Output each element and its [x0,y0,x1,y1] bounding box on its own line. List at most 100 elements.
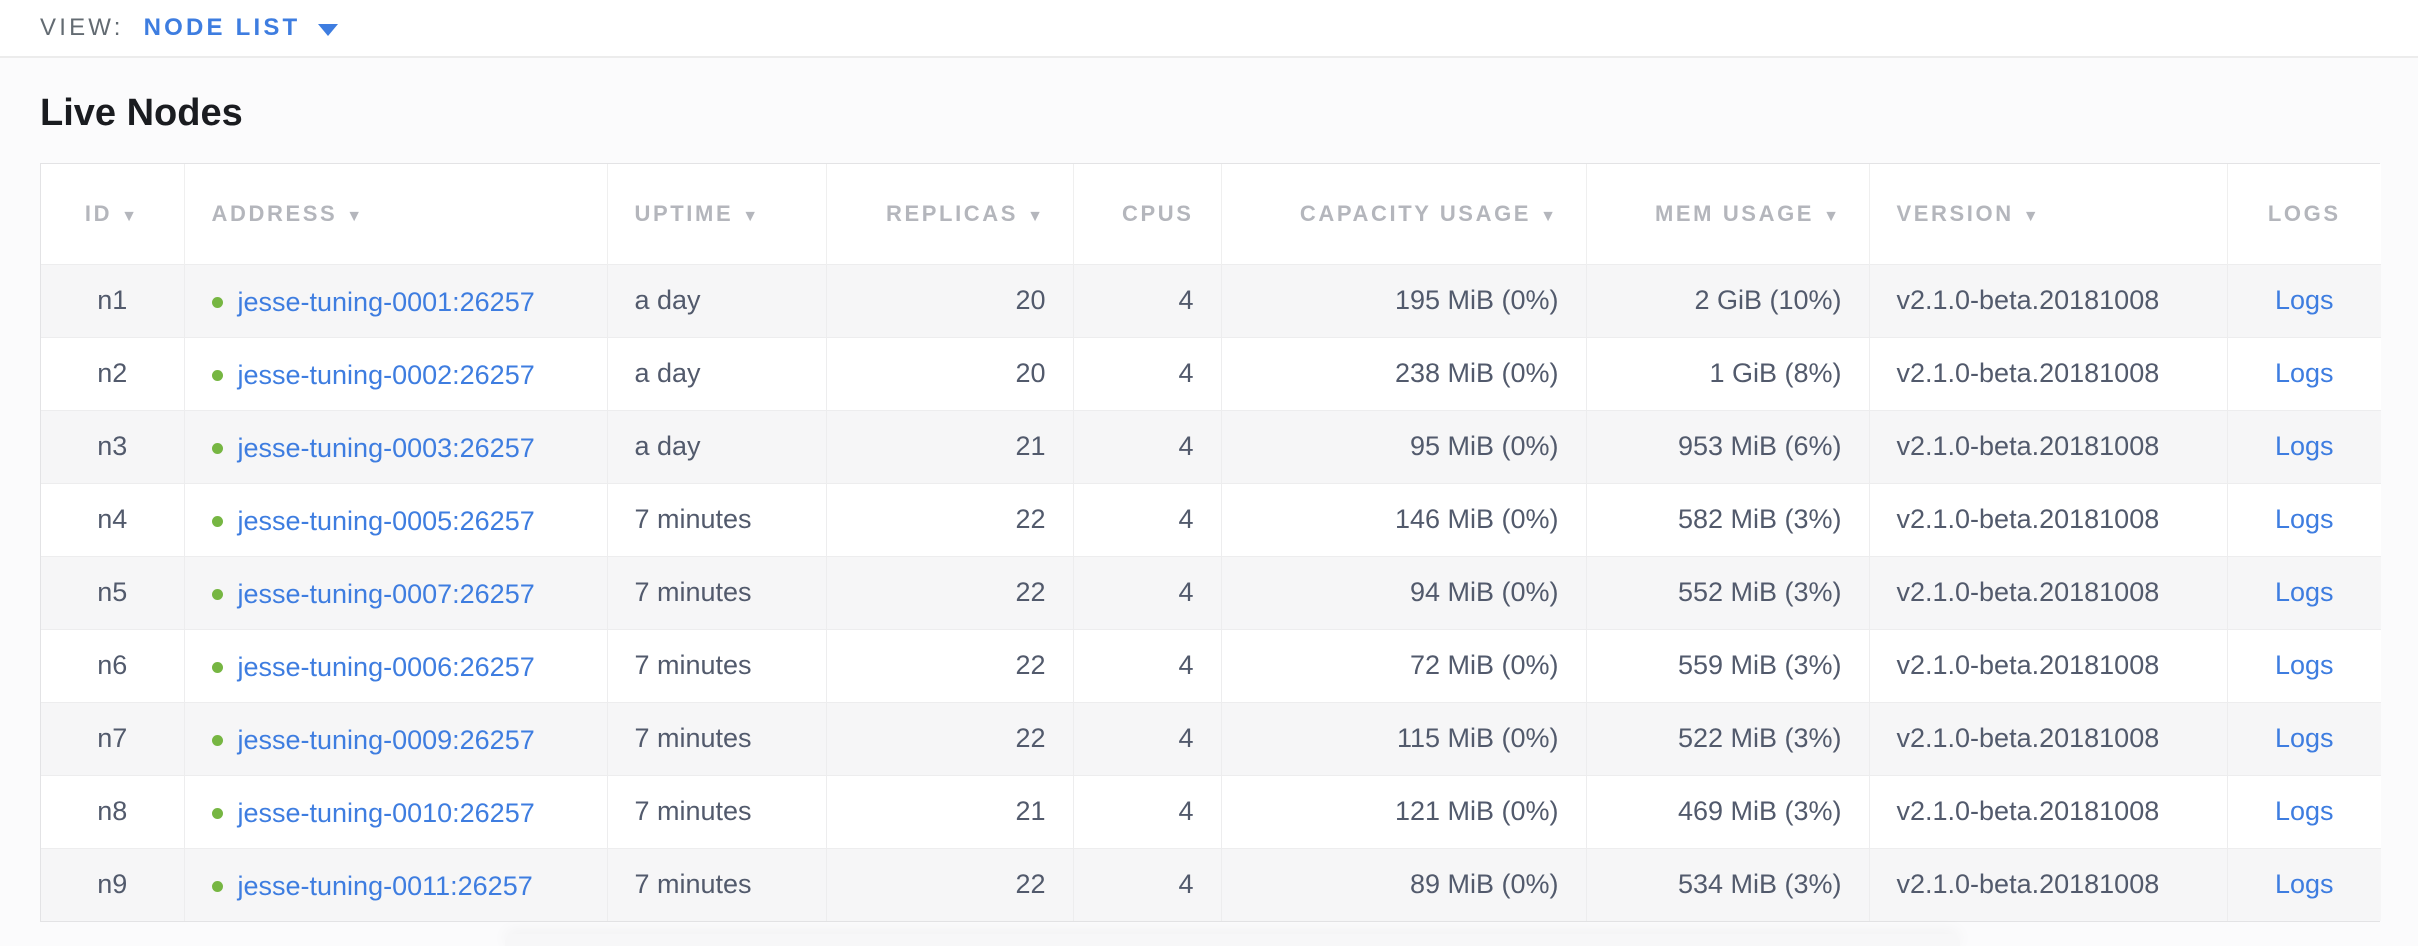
node-uptime-cell: 7 minutes [606,482,826,556]
logs-link[interactable]: Logs [2274,869,2334,900]
node-mem-usage-cell: 1 GiB (8%) [1585,336,1869,410]
node-id-cell: n7 [41,701,184,775]
node-address-cell: jesse-tuning-0001:26257 [183,263,607,337]
column-header-capacity-usage[interactable]: CAPACITY USAGE ▼ [1220,164,1586,264]
column-header-uptime[interactable]: UPTIME ▼ [606,164,826,264]
node-capacity-usage-cell: 89 MiB (0%) [1220,847,1586,921]
node-replicas-cell: 22 [825,482,1073,556]
node-uptime-cell: 7 minutes [606,628,826,702]
node-mem-usage-cell: 522 MiB (3%) [1585,701,1869,775]
sort-desc-icon: ▼ [121,207,140,225]
node-address-link[interactable]: jesse-tuning-0011:26257 [237,870,533,901]
node-cpus-cell: 4 [1072,482,1221,556]
column-header-replicas[interactable]: REPLICAS ▼ [825,164,1073,264]
node-address-cell: jesse-tuning-0005:26257 [183,482,607,556]
logs-link[interactable]: Logs [2274,285,2334,315]
node-address-link[interactable]: jesse-tuning-0009:26257 [237,724,535,755]
node-live-status-icon [211,661,223,673]
node-address-cell: jesse-tuning-0002:26257 [183,336,607,410]
node-version-cell: v2.1.0-beta.20181008 [1868,482,2227,556]
node-version-cell: v2.1.0-beta.20181008 [1868,336,2227,410]
node-logs-cell: Logs [2226,336,2381,410]
live-nodes-table: ID ▼ ADDRESS ▼ UPTIME ▼ REPLICAS ▼ CPUS CAPA… [41,164,2381,921]
node-version-cell: v2.1.0-beta.20181008 [1868,628,2227,702]
node-mem-usage-cell: 534 MiB (3%) [1585,847,1869,921]
node-capacity-usage-cell: 95 MiB (0%) [1220,409,1586,483]
node-id-cell: n1 [41,263,184,337]
column-header-version[interactable]: VERSION ▼ [1868,164,2227,264]
view-selected-value[interactable]: NODE LIST [143,14,301,41]
sort-desc-icon: ▼ [1540,207,1559,225]
node-live-status-icon [211,880,223,892]
node-logs-cell: Logs [2226,701,2381,775]
table-row: n1 jesse-tuning-0001:26257 a day 20 4 19… [41,263,2381,337]
node-cpus-cell: 4 [1072,774,1221,848]
node-replicas-cell: 21 [825,774,1073,848]
logs-link[interactable]: Logs [2274,723,2334,753]
sort-desc-icon: ▼ [1823,207,1842,225]
node-live-status-icon [211,588,223,600]
node-live-status-icon [211,369,223,381]
node-capacity-usage-cell: 238 MiB (0%) [1220,336,1586,410]
node-address-link[interactable]: jesse-tuning-0001:26257 [237,286,535,317]
node-version-cell: v2.1.0-beta.20181008 [1868,555,2227,629]
node-replicas-cell: 20 [825,263,1073,337]
node-capacity-usage-cell: 195 MiB (0%) [1220,263,1586,337]
table-row: n6 jesse-tuning-0006:26257 7 minutes 22 … [41,628,2381,702]
logs-link[interactable]: Logs [2274,504,2334,534]
node-logs-cell: Logs [2226,555,2381,629]
node-address-link[interactable]: jesse-tuning-0002:26257 [237,359,535,390]
node-live-status-icon [211,296,223,308]
node-address-cell: jesse-tuning-0011:26257 [183,847,607,921]
view-label: VIEW: [40,14,124,41]
node-capacity-usage-cell: 121 MiB (0%) [1220,774,1586,848]
node-logs-cell: Logs [2226,263,2381,337]
node-address-link[interactable]: jesse-tuning-0010:26257 [237,797,535,828]
node-mem-usage-cell: 469 MiB (3%) [1585,774,1869,848]
sort-desc-icon: ▼ [2022,207,2042,225]
node-capacity-usage-cell: 94 MiB (0%) [1220,555,1586,629]
node-address-link[interactable]: jesse-tuning-0006:26257 [237,651,535,682]
node-address-link[interactable]: jesse-tuning-0003:26257 [237,432,535,463]
node-version-cell: v2.1.0-beta.20181008 [1868,774,2227,848]
node-live-status-icon [211,807,223,819]
logs-link[interactable]: Logs [2274,431,2334,461]
logs-link[interactable]: Logs [2274,577,2334,607]
column-header-address[interactable]: ADDRESS ▼ [183,164,607,264]
node-address-link[interactable]: jesse-tuning-0005:26257 [237,505,535,536]
node-table-body: n1 jesse-tuning-0001:26257 a day 20 4 19… [41,263,2381,921]
logs-link[interactable]: Logs [2274,358,2334,388]
logs-link[interactable]: Logs [2274,796,2334,826]
table-row: n8 jesse-tuning-0010:26257 7 minutes 21 … [41,774,2381,848]
node-live-status-icon [211,734,223,746]
node-logs-cell: Logs [2226,482,2381,556]
node-id-cell: n4 [41,482,184,556]
view-selector-bar: VIEW: NODE LIST [0,0,2418,58]
column-header-mem-usage[interactable]: MEM USAGE ▼ [1585,164,1869,264]
node-id-cell: n6 [41,628,184,702]
node-logs-cell: Logs [2226,409,2381,483]
chevron-down-icon [318,23,339,36]
node-cpus-cell: 4 [1072,701,1221,775]
node-live-status-icon [211,442,223,454]
node-logs-cell: Logs [2226,774,2381,848]
page-title: Live Nodes [40,92,243,134]
node-uptime-cell: a day [606,336,826,410]
node-version-cell: v2.1.0-beta.20181008 [1868,847,2227,921]
node-version-cell: v2.1.0-beta.20181008 [1868,263,2227,337]
node-address-link[interactable]: jesse-tuning-0007:26257 [237,578,535,609]
node-address-cell: jesse-tuning-0010:26257 [183,774,607,848]
logs-link[interactable]: Logs [2274,650,2334,680]
node-cpus-cell: 4 [1072,847,1221,921]
column-header-id[interactable]: ID ▼ [41,164,184,264]
node-id-cell: n3 [41,409,184,483]
node-replicas-cell: 22 [825,847,1073,921]
view-dropdown[interactable]: NODE LIST [144,14,339,42]
node-uptime-cell: 7 minutes [606,774,826,848]
bottom-panel-edge [505,934,1960,946]
node-cpus-cell: 4 [1072,336,1221,410]
table-row: n5 jesse-tuning-0007:26257 7 minutes 22 … [41,555,2381,629]
node-mem-usage-cell: 953 MiB (6%) [1585,409,1869,483]
node-cpus-cell: 4 [1072,628,1221,702]
node-logs-cell: Logs [2226,847,2381,921]
